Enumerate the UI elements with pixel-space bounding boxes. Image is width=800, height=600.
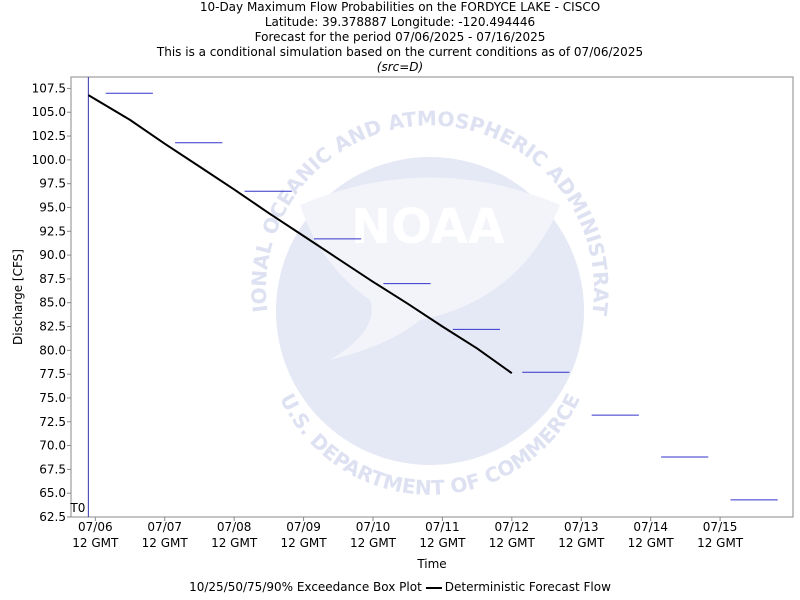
forecast-flow-line: [87, 94, 513, 375]
conditions-subtitle: This is a conditional simulation based o…: [156, 45, 644, 59]
x-tick-label: 12 GMT: [697, 536, 744, 550]
noaa-wordmark: NOAA: [351, 199, 505, 255]
plot-frame: [70, 76, 794, 518]
y-tick-label: 62.5: [39, 510, 66, 524]
legend-forecast-label: Deterministic Forecast Flow: [444, 580, 611, 594]
x-axis-label: Time: [416, 557, 446, 571]
x-tick-label: 07/09: [286, 520, 321, 534]
y-tick-label: 75.0: [39, 391, 66, 405]
x-tick-label: 12 GMT: [558, 536, 605, 550]
location-subtitle: Latitude: 39.378887 Longitude: -120.4944…: [264, 15, 536, 29]
x-tick-label: 12 GMT: [489, 536, 536, 550]
y-axis-label: Discharge [CFS]: [11, 249, 25, 345]
y-tick-label: 107.5: [32, 81, 66, 95]
y-tick-label: 82.5: [39, 320, 66, 334]
source-subtitle: (src=D): [376, 60, 424, 74]
x-tick-label: 07/10: [356, 520, 391, 534]
y-tick-label: 102.5: [32, 129, 66, 143]
y-tick-label: 65.0: [39, 486, 66, 500]
x-tick-label: 07/13: [564, 520, 599, 534]
x-tick-label: 12 GMT: [211, 536, 258, 550]
x-tick-label: 12 GMT: [281, 536, 328, 550]
x-tick-label: 12 GMT: [419, 536, 466, 550]
chart-title: 10-Day Maximum Flow Probabilities on the…: [199, 0, 601, 14]
y-tick-label: 105.0: [32, 105, 66, 119]
noaa-watermark: NOAA NATIONAL OCEANIC AND ATMOSPHERIC AD…: [0, 0, 613, 500]
y-tick-label: 97.5: [39, 177, 66, 191]
x-tick-label: 07/06: [78, 520, 113, 534]
legend-box-label: 10/25/50/75/90% Exceedance Box Plot: [189, 580, 422, 594]
x-tick-label: 07/15: [703, 520, 738, 534]
x-tick-label: 07/14: [633, 520, 668, 534]
forecast-period-subtitle: Forecast for the period 07/06/2025 - 07/…: [254, 30, 546, 44]
y-tick-label: 100.0: [32, 153, 66, 167]
chart-titles: 10-Day Maximum Flow Probabilities on the…: [0, 0, 800, 75]
y-tick-label: 85.0: [39, 296, 66, 310]
y-tick-label: 95.0: [39, 200, 66, 214]
x-tick-label: 07/08: [217, 520, 252, 534]
x-tick-label: 12 GMT: [628, 536, 675, 550]
noaa-logo-bird: [300, 177, 560, 360]
y-tick-label: 90.0: [39, 248, 66, 262]
y-tick-label: 77.5: [39, 367, 66, 381]
y-tick-label: 87.5: [39, 272, 66, 286]
y-tick-label: 67.5: [39, 462, 66, 476]
y-tick-label: 80.0: [39, 343, 66, 357]
x-tick-label: 07/11: [425, 520, 460, 534]
x-tick-label: 07/07: [147, 520, 182, 534]
y-tick-label: 72.5: [39, 415, 66, 429]
x-tick-label: 12 GMT: [142, 536, 189, 550]
x-tick-label: 07/12: [495, 520, 530, 534]
legend-forecast-swatch: [425, 586, 442, 589]
t0-label: T0: [69, 501, 85, 515]
y-tick-label: 70.0: [39, 439, 66, 453]
y-tick-label: 92.5: [39, 224, 66, 238]
legend: 10/25/50/75/90% Exceedance Box Plot Deter…: [0, 580, 800, 594]
x-tick-label: 12 GMT: [72, 536, 119, 550]
x-tick-label: 12 GMT: [350, 536, 397, 550]
